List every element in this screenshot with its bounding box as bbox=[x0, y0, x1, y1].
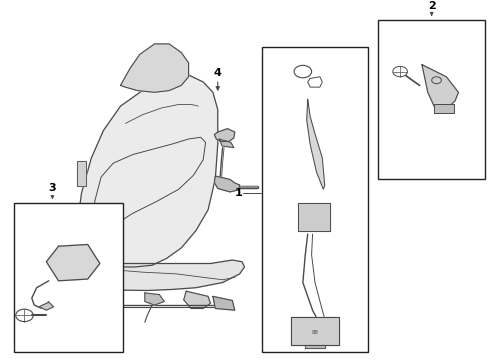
Polygon shape bbox=[297, 203, 329, 231]
Polygon shape bbox=[39, 302, 54, 310]
Polygon shape bbox=[214, 176, 239, 192]
Polygon shape bbox=[77, 305, 93, 322]
Polygon shape bbox=[86, 298, 106, 305]
Text: 88: 88 bbox=[311, 330, 318, 335]
Polygon shape bbox=[183, 291, 210, 309]
Polygon shape bbox=[120, 44, 188, 92]
Bar bbox=[14, 203, 122, 352]
Polygon shape bbox=[214, 129, 234, 141]
Polygon shape bbox=[421, 65, 458, 109]
Polygon shape bbox=[77, 162, 86, 186]
Bar bbox=[433, 104, 453, 113]
Polygon shape bbox=[219, 139, 233, 148]
Polygon shape bbox=[72, 75, 217, 267]
Bar bbox=[261, 48, 368, 352]
Polygon shape bbox=[72, 257, 244, 291]
Text: 4: 4 bbox=[213, 68, 221, 78]
Text: 3: 3 bbox=[48, 183, 56, 193]
Polygon shape bbox=[306, 99, 324, 189]
Bar bbox=[377, 20, 484, 179]
Text: 1: 1 bbox=[234, 188, 242, 198]
Polygon shape bbox=[144, 293, 164, 305]
Polygon shape bbox=[212, 296, 234, 310]
Polygon shape bbox=[46, 244, 100, 281]
Polygon shape bbox=[305, 345, 324, 348]
Polygon shape bbox=[290, 317, 339, 345]
Text: 2: 2 bbox=[427, 1, 435, 11]
